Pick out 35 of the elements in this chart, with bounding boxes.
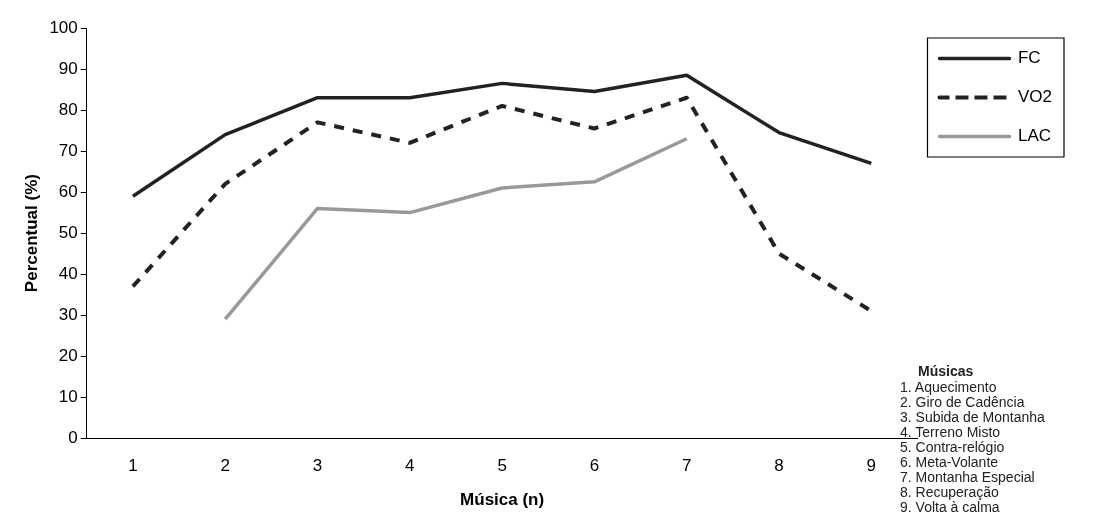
x-tick-label: 7 (681, 456, 692, 476)
x-tick-label: 5 (497, 456, 507, 476)
x-tick-label: 8 (774, 456, 784, 476)
legend-label: VO2 (1017, 87, 1053, 107)
x-tick-label: 4 (405, 456, 415, 476)
y-tick-label: 10 (58, 386, 78, 406)
y-tick-label: 0 (68, 427, 78, 447)
text: 8. Recuperação (900, 484, 999, 500)
y-tick-label: 70 (58, 140, 78, 160)
y-tick-label: 100 (49, 17, 78, 37)
legend-label: FC (1017, 48, 1041, 68)
x-tick-label: 2 (220, 456, 230, 476)
annotation: 2. Giro de Cadência (900, 394, 1026, 410)
y-tick-label: 50 (58, 222, 78, 242)
y-tick-label: 20 (58, 345, 78, 365)
y-axis-title: Percentual (%) (21, 174, 41, 293)
x-axis-title: Música (n) (460, 490, 545, 510)
y-tick-label: 60 (58, 181, 78, 201)
text: 6. Meta-Volante (900, 454, 999, 470)
text: 7. Montanha Especial (900, 469, 1036, 485)
x-tick-label: 1 (128, 456, 138, 476)
y-tick-label: 40 (58, 263, 78, 283)
y-tick-label: 90 (58, 58, 78, 78)
annotation: 1. Aquecimento (900, 379, 998, 395)
y-tick-label: 30 (58, 304, 78, 324)
annotation: 4. Terreno Misto (900, 424, 1002, 440)
legend-label: LAC (1017, 126, 1052, 146)
text: 9. Volta à calma (900, 499, 1001, 515)
y-tick-label: 80 (58, 99, 78, 119)
x-tick-label: 9 (866, 456, 877, 476)
annotation: 3. Subida de Montanha (900, 409, 1045, 425)
annotation: Músicas (917, 363, 975, 379)
x-tick-label: 6 (589, 456, 600, 476)
text: 5. Contra-relógio (900, 439, 1006, 455)
x-tick-label: 3 (312, 456, 323, 476)
